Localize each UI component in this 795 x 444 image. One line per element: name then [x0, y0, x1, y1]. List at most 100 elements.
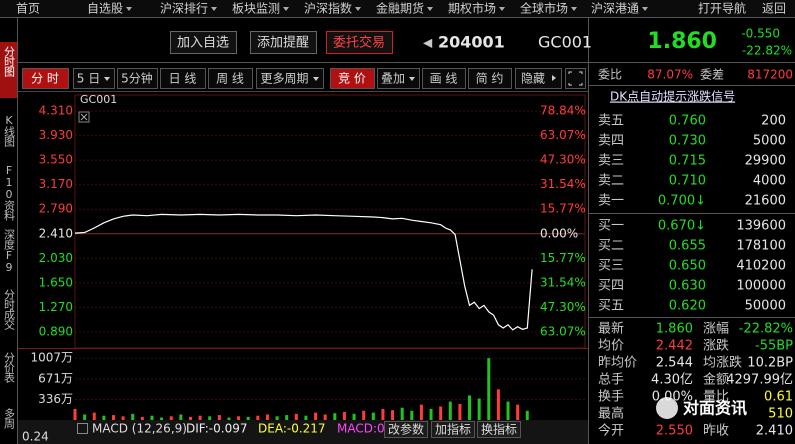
- y2-tick-label: 15.77%: [540, 202, 586, 216]
- book-level: 卖一: [598, 194, 624, 209]
- toolbar-button[interactable]: [256, 68, 324, 89]
- toolbar-button-label[interactable]: 隐藏: [521, 72, 545, 86]
- toolbar-button[interactable]: [73, 68, 115, 89]
- stat-label: 均价: [598, 339, 624, 354]
- toolbar-button-label[interactable]: 画 线: [430, 72, 458, 86]
- stock-name: GC001: [538, 33, 592, 52]
- indicator-button-label[interactable]: 加指标: [435, 422, 471, 437]
- menu-arrow: [211, 7, 217, 11]
- book-level: 买一: [598, 219, 624, 234]
- stat-label: 涨跌: [703, 338, 729, 354]
- volume-bar: [294, 413, 298, 420]
- menu-item[interactable]: 打开导航: [698, 1, 746, 16]
- toolbar-button[interactable]: [117, 68, 158, 89]
- toolbar-button[interactable]: [468, 68, 512, 89]
- header-button[interactable]: [326, 31, 393, 54]
- toolbar-button-label[interactable]: 分 时: [31, 72, 59, 86]
- toolbar-button[interactable]: [515, 68, 562, 89]
- book-volume: 410200: [736, 259, 786, 274]
- book-price: 0.715: [669, 154, 706, 169]
- menu-item[interactable]: 沪深指数: [304, 1, 352, 16]
- toolbar-button[interactable]: [160, 68, 206, 89]
- stat-label: 涨幅: [703, 322, 729, 337]
- sidebar-tab[interactable]: 深度F9: [3, 229, 16, 273]
- indicator-button[interactable]: [477, 421, 521, 438]
- volume-bar: [169, 416, 173, 420]
- header-button-label[interactable]: 加入自选: [177, 36, 229, 51]
- volume-bar: [410, 410, 414, 420]
- menu-item[interactable]: 全球市场: [520, 1, 568, 16]
- sidebar-tab[interactable]: 多周: [3, 407, 16, 430]
- volume-bar: [468, 395, 472, 420]
- indicator-menu[interactable]: [77, 423, 88, 434]
- sidebar-tab[interactable]: F10资料: [3, 164, 16, 222]
- volume-bar: [275, 416, 279, 420]
- volume-bar: [285, 415, 289, 420]
- volume-bar: [400, 407, 404, 420]
- menu-arrow: [283, 7, 289, 11]
- toolbar-button-label[interactable]: 5 日: [77, 72, 100, 86]
- sidebar-tab[interactable]: 分时图: [3, 46, 16, 78]
- toolbar-button-label[interactable]: 更多周期: [260, 72, 308, 86]
- expand-button[interactable]: [565, 68, 586, 89]
- y2-tick-label: 0.00%: [540, 226, 578, 240]
- toolbar-button-label[interactable]: 日 线: [169, 72, 197, 86]
- y-tick-label: 2.790: [39, 202, 73, 216]
- toolbar-button-label[interactable]: 简 约: [476, 71, 504, 86]
- signal-link[interactable]: DK点自动提示涨跌信号: [610, 89, 735, 104]
- header-button-label[interactable]: 添加提醒: [257, 35, 309, 51]
- menu-item[interactable]: 期权市场: [448, 1, 496, 16]
- toolbar-button-label[interactable]: 叠加: [381, 72, 405, 86]
- menu-item[interactable]: 首页: [16, 2, 40, 16]
- header-button[interactable]: [250, 31, 317, 54]
- indicator-axis-label: 0.24: [22, 430, 49, 444]
- stat-value: 510: [768, 407, 793, 422]
- indicator-button[interactable]: [431, 421, 475, 438]
- sidebar-tab[interactable]: 分时成交: [3, 289, 16, 331]
- indicator-button-label[interactable]: 换指标: [481, 422, 517, 437]
- indicator-button-label[interactable]: 改参数: [388, 422, 424, 437]
- prev-arrow[interactable]: ◀: [423, 36, 433, 50]
- toolbar-button[interactable]: [422, 68, 466, 89]
- stat-value: -55BP: [755, 339, 793, 354]
- volume-bar: [83, 414, 87, 420]
- menu-item[interactable]: 沪深港通: [591, 2, 639, 16]
- volume-bar: [448, 401, 452, 420]
- y-tick-label: 1.270: [39, 300, 73, 314]
- y-tick-label: 1.650: [39, 275, 73, 289]
- indicator-button[interactable]: [384, 421, 428, 438]
- menu-item[interactable]: 沪深排行: [160, 2, 208, 16]
- toolbar-button[interactable]: [22, 68, 69, 89]
- stat-label: 最新: [598, 321, 624, 337]
- menu-item[interactable]: 自选股: [87, 2, 123, 16]
- toolbar-button[interactable]: [208, 68, 253, 89]
- menu-item[interactable]: 金融期货: [376, 1, 424, 16]
- sidebar-tab[interactable]: K线图: [3, 114, 16, 148]
- plot-frame: [74, 94, 586, 349]
- toolbar-button[interactable]: [330, 68, 375, 89]
- toolbar-button-label[interactable]: 5分钟: [121, 71, 153, 86]
- book-price: 0.730: [669, 134, 706, 149]
- header-button-label[interactable]: 委托交易: [333, 35, 385, 51]
- book-level: 卖四: [598, 134, 624, 149]
- y2-tick-label: 15.77%: [540, 251, 586, 265]
- menu-item[interactable]: 返回: [762, 2, 786, 16]
- y-tick-label: 0.890: [39, 324, 73, 338]
- stat-value: 0.61: [764, 390, 793, 405]
- toolbar-button[interactable]: [377, 68, 420, 89]
- y2-tick-label: 31.54%: [540, 275, 586, 289]
- stat-label: 换手: [598, 390, 624, 405]
- menu-item[interactable]: 板块监测: [232, 2, 280, 16]
- toolbar-button-label[interactable]: 竞 价: [338, 72, 366, 86]
- header-button[interactable]: [170, 31, 237, 54]
- y2-tick-label: 31.54%: [540, 177, 586, 191]
- close-icon[interactable]: [78, 111, 90, 123]
- book-level: 卖三: [598, 154, 624, 169]
- toolbar-button-label[interactable]: 周 线: [216, 72, 244, 86]
- stat-label: 昨收: [703, 424, 729, 439]
- dropdown-arrow: [552, 75, 556, 81]
- sidebar-tab[interactable]: 分价表: [3, 352, 16, 384]
- stat-label: 量比: [703, 390, 729, 405]
